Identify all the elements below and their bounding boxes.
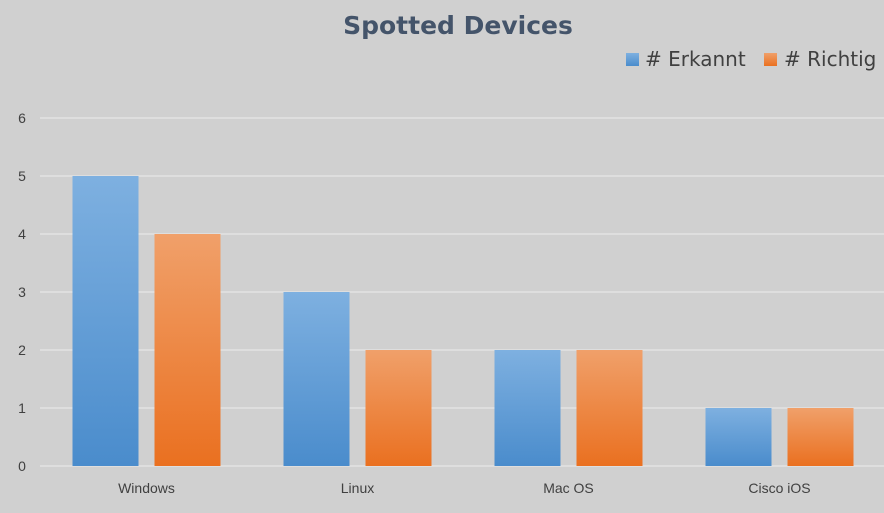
legend-label: # Richtig: [784, 47, 876, 71]
bar-richtig-windows: [154, 234, 221, 466]
x-tick-label: Mac OS: [543, 480, 594, 496]
x-tick-label: Linux: [341, 480, 374, 496]
x-tick-label: Cisco iOS: [748, 480, 810, 496]
chart-title: Spotted Devices: [343, 11, 573, 40]
legend: # Erkannt # Richtig: [626, 47, 876, 71]
bar-erkannt-linux: [283, 292, 350, 466]
y-tick-label: 4: [18, 226, 26, 242]
x-axis-labels: Windows Linux Mac OS Cisco iOS: [118, 480, 811, 496]
bar-richtig-mac-os: [576, 350, 643, 466]
bar-richtig-linux: [365, 350, 432, 466]
legend-swatch: [764, 53, 777, 66]
y-axis-ticks: 0 1 2 3 4 5 6: [18, 110, 26, 474]
y-tick-label: 1: [18, 400, 26, 416]
y-tick-label: 3: [18, 284, 26, 300]
bars: [72, 176, 854, 466]
bar-erkannt-mac-os: [494, 350, 561, 466]
bar-erkannt-windows: [72, 176, 139, 466]
x-tick-label: Windows: [118, 480, 175, 496]
bar-richtig-cisco-ios: [787, 408, 854, 466]
y-tick-label: 2: [18, 342, 26, 358]
y-tick-label: 5: [18, 168, 26, 184]
y-tick-label: 0: [18, 458, 26, 474]
bar-erkannt-cisco-ios: [705, 408, 772, 466]
y-tick-label: 6: [18, 110, 26, 126]
legend-swatch: [626, 53, 639, 66]
legend-label: # Erkannt: [645, 47, 746, 71]
